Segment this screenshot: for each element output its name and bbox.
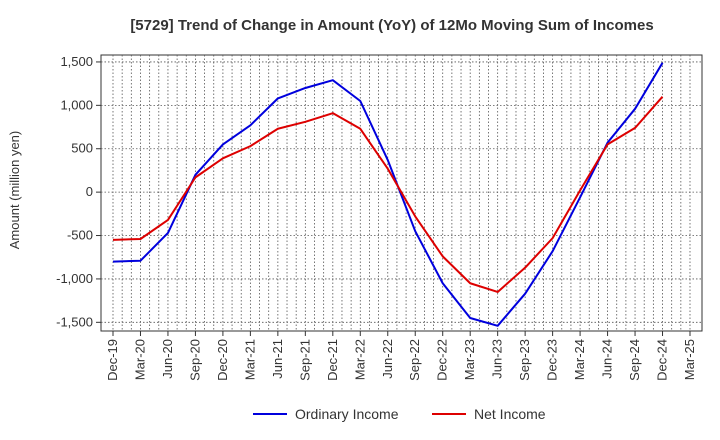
x-tick-label: Sep-22 <box>407 339 422 381</box>
data-point-ordinary-income <box>469 317 471 319</box>
x-tick-label: Sep-24 <box>627 339 642 381</box>
y-tick-label: 1,500 <box>60 54 93 69</box>
x-tick-label: Mar-20 <box>132 339 147 380</box>
data-point-ordinary-income <box>442 282 444 284</box>
x-tick-label: Jun-22 <box>380 339 395 379</box>
y-axis-label: Amount (million yen) <box>7 131 22 250</box>
data-point-ordinary-income <box>222 143 224 145</box>
x-tick-label: Mar-21 <box>242 339 257 380</box>
data-point-ordinary-income <box>112 261 114 263</box>
data-point-ordinary-income <box>634 108 636 110</box>
data-point-net-income <box>607 143 609 145</box>
data-point-net-income <box>249 145 251 147</box>
data-point-net-income <box>194 176 196 178</box>
data-point-net-income <box>222 157 224 159</box>
grid <box>101 55 702 331</box>
data-point-net-income <box>662 96 664 98</box>
series-line-ordinary-income <box>112 62 664 327</box>
legend: Ordinary Income Net Income <box>253 406 546 422</box>
x-tick-label: Mar-24 <box>572 339 587 380</box>
x-tick-label: Dec-23 <box>545 339 560 381</box>
data-point-ordinary-income <box>304 87 306 89</box>
data-point-net-income <box>552 237 554 239</box>
y-tick-label: -1,500 <box>56 314 93 329</box>
data-point-net-income <box>469 282 471 284</box>
x-tick-label: Mar-23 <box>462 339 477 380</box>
y-tick-label: 1,000 <box>60 97 93 112</box>
data-point-ordinary-income <box>414 230 416 232</box>
data-point-net-income <box>387 168 389 170</box>
y-tick-label: 0 <box>86 184 93 199</box>
chart-title: [5729] Trend of Change in Amount (YoY) o… <box>130 17 653 34</box>
data-point-ordinary-income <box>139 260 141 262</box>
x-tick-label: Jun-20 <box>160 339 175 379</box>
data-point-net-income <box>442 255 444 257</box>
x-tick-label: Jun-23 <box>490 339 505 379</box>
data-point-net-income <box>634 127 636 129</box>
x-tick-label: Dec-20 <box>215 339 230 381</box>
data-point-ordinary-income <box>167 232 169 234</box>
x-tick-label: Dec-21 <box>325 339 340 381</box>
x-tick-label: Mar-25 <box>682 339 697 380</box>
data-point-net-income <box>167 219 169 221</box>
x-tick-label: Jun-21 <box>270 339 285 379</box>
legend-label-ordinary-income: Ordinary Income <box>295 406 399 422</box>
data-point-net-income <box>414 215 416 217</box>
y-tick-label: -1,000 <box>56 271 93 286</box>
x-tick-label: Dec-24 <box>655 339 670 381</box>
data-point-net-income <box>112 239 114 241</box>
series-line-net-income <box>112 95 664 293</box>
x-axis-ticks: Dec-19 Mar-20 Jun-20 Sep-20 Dec-20 Mar-21 Jun-… <box>105 331 697 381</box>
y-tick-label: -500 <box>67 228 93 243</box>
y-axis-ticks: -1,500 -1,000 -500 0 500 1,000 1,500 <box>56 54 101 329</box>
data-point-ordinary-income <box>332 79 334 81</box>
data-point-ordinary-income <box>579 196 581 198</box>
data-point-ordinary-income <box>277 97 279 99</box>
data-point-net-income <box>277 128 279 130</box>
data-point-net-income <box>359 128 361 130</box>
data-point-net-income <box>332 112 334 114</box>
data-point-ordinary-income <box>662 62 664 64</box>
legend-label-net-income: Net Income <box>474 406 546 422</box>
x-tick-label: Dec-22 <box>435 339 450 381</box>
data-point-ordinary-income <box>249 124 251 126</box>
data-point-net-income <box>304 121 306 123</box>
series-lines <box>112 62 664 327</box>
data-point-net-income <box>524 267 526 269</box>
x-tick-label: Sep-20 <box>187 339 202 381</box>
data-point-ordinary-income <box>524 293 526 295</box>
x-tick-label: Jun-24 <box>600 339 615 379</box>
x-tick-label: Sep-23 <box>517 339 532 381</box>
data-point-ordinary-income <box>194 174 196 176</box>
data-point-net-income <box>139 238 141 240</box>
x-tick-label: Dec-19 <box>105 339 120 381</box>
y-tick-label: 500 <box>71 141 93 156</box>
data-point-ordinary-income <box>387 159 389 161</box>
data-point-ordinary-income <box>359 100 361 102</box>
x-tick-label: Sep-21 <box>297 339 312 381</box>
data-point-ordinary-income <box>497 325 499 327</box>
data-point-net-income <box>497 291 499 293</box>
data-point-net-income <box>579 189 581 191</box>
x-tick-label: Mar-22 <box>352 339 367 380</box>
data-point-ordinary-income <box>552 250 554 252</box>
